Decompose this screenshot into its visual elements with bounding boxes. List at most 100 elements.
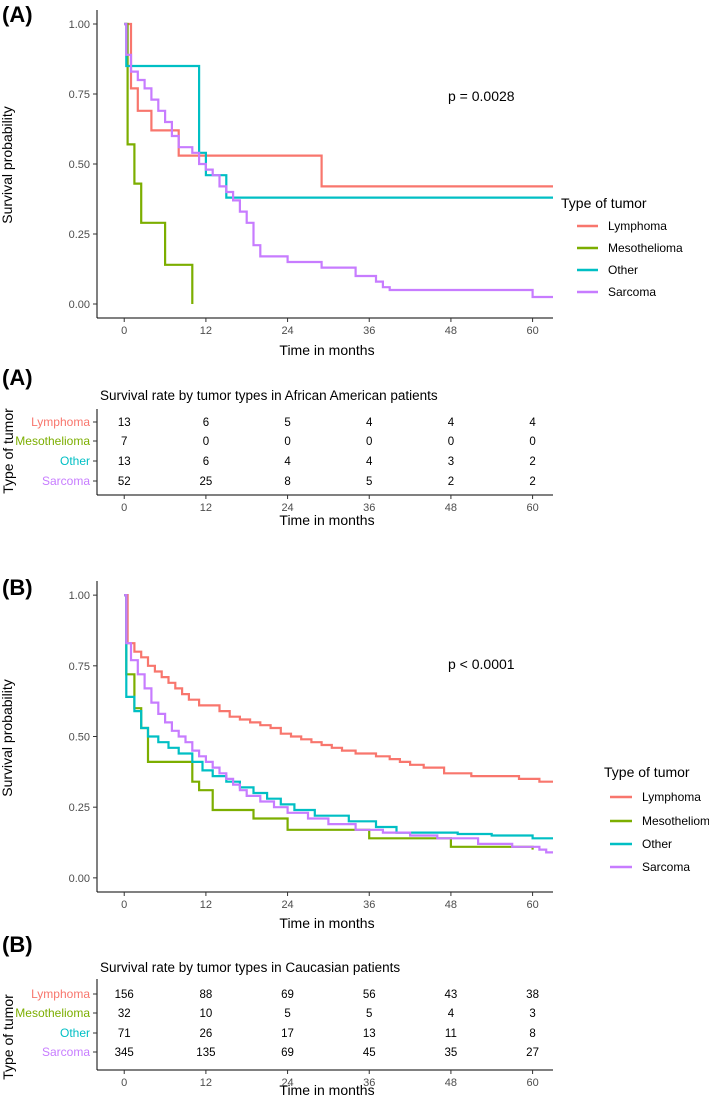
panel-b-table-cell-lymphoma: 69 — [281, 989, 294, 1001]
panel-b-table-y-axis-title: Type of tumor — [0, 994, 16, 1080]
panel-a-table-cell-sarcoma: 2 — [448, 476, 454, 488]
panel-b-table-cell-other: 17 — [281, 1028, 294, 1040]
panel-b-y-tick-label: 0.75 — [69, 661, 90, 673]
panel-b-curve-mesothelioma — [124, 594, 534, 850]
panel-b-legend-label-lymphoma: Lymphoma — [642, 790, 701, 804]
panel-a-table-x-tick-label: 0 — [121, 502, 127, 514]
panel-a-p-value: p = 0.0028 — [448, 88, 515, 104]
panel-b-table-cell-other: 13 — [363, 1028, 376, 1040]
panel-b-table-cell-sarcoma: 27 — [526, 1047, 539, 1059]
panel-b-curve-other — [124, 594, 553, 840]
panel-b-y-tick-label: 1.00 — [69, 590, 90, 602]
panel-a-table-y-axis-title: Type of tumor — [0, 408, 16, 494]
panel-a-curve-sarcoma — [124, 22, 553, 299]
panel-a-legend-label-mesothelioma: Mesothelioma — [608, 241, 683, 255]
panel-b-table-row-label-other: Other — [60, 1026, 90, 1040]
panel-a-table-cell-mesothelioma: 0 — [366, 436, 372, 448]
panel-a-table-row-label-other: Other — [60, 454, 90, 468]
panel-a-table-cell-mesothelioma: 0 — [284, 436, 290, 448]
panel-a-table-x-tick-label: 60 — [526, 502, 538, 514]
panel-a-y-tick-label: 0.75 — [69, 89, 90, 101]
panel-a-curve-lymphoma — [124, 22, 553, 188]
panel-a-table-cell-other: 4 — [284, 456, 291, 468]
panel-b-table-x-tick-label: 48 — [445, 1077, 457, 1089]
panel-b-x-tick-label: 60 — [526, 899, 538, 911]
panel-a-table-x-tick-label: 48 — [445, 502, 457, 514]
panel-b-table-x-tick-label: 12 — [200, 1077, 212, 1089]
panel-b-table-cell-other: 11 — [445, 1028, 457, 1040]
panel-b-table-cell-mesothelioma: 5 — [366, 1008, 372, 1020]
panel-b-x-tick-label: 48 — [445, 899, 457, 911]
panel-a-x-tick-label: 24 — [281, 325, 293, 337]
panel-a-legend-label-other: Other — [608, 263, 638, 277]
panel-b-legend: Type of tumor Lymphoma Mesothelioma Othe… — [604, 764, 709, 874]
panel-b-risk-table: (B) Survival rate by tumor types in Cauc… — [0, 932, 553, 1098]
panel-b-p-value: p < 0.0001 — [448, 656, 515, 672]
panel-a-table-cell-other: 4 — [366, 456, 373, 468]
panel-a-curve-mesothelioma — [124, 22, 194, 304]
panel-b-table-cell-mesothelioma: 3 — [529, 1008, 535, 1020]
panel-a-y-tick-label: 1.00 — [69, 19, 90, 31]
panel-a-table-cell-sarcoma: 25 — [199, 476, 212, 488]
panel-b-table-x-tick-label: 0 — [121, 1077, 127, 1089]
panel-a-table-cell-sarcoma: 52 — [118, 476, 131, 488]
panel-a-x-tick-label: 0 — [121, 325, 127, 337]
panel-a-table-x-axis-title: Time in months — [279, 512, 374, 528]
panel-a-table-cell-lymphoma: 13 — [118, 417, 131, 429]
panel-a-table-cell-sarcoma: 2 — [529, 476, 535, 488]
panel-a-table-x-tick-label: 12 — [200, 502, 212, 514]
panel-b-table-cell-other: 26 — [199, 1028, 212, 1040]
panel-b-table-cell-mesothelioma: 4 — [448, 1008, 455, 1020]
panel-b-table-cell-sarcoma: 69 — [281, 1047, 294, 1059]
panel-b-table-cell-sarcoma: 135 — [196, 1047, 215, 1059]
panel-a-table-label: (A) — [2, 365, 33, 390]
panel-a-x-tick-label: 12 — [200, 325, 212, 337]
panel-b-legend-label-sarcoma: Sarcoma — [642, 860, 690, 874]
panel-a-curve-other — [124, 22, 553, 199]
panel-b-legend-label-other: Other — [642, 837, 672, 851]
panel-a-table-cell-other: 6 — [203, 456, 209, 468]
panel-a-table-row-label-mesothelioma: Mesothelioma — [15, 434, 90, 448]
panel-b-curve-lymphoma — [124, 594, 553, 783]
panel-b-legend-item-sarcoma: Sarcoma — [610, 860, 690, 874]
panel-a-table-cell-lymphoma: 4 — [448, 417, 455, 429]
panel-b-table-cell-mesothelioma: 32 — [118, 1008, 131, 1020]
panel-a-legend-item-mesothelioma: Mesothelioma — [577, 241, 683, 255]
panel-a-legend-item-other: Other — [577, 263, 638, 277]
panel-a-x-axis-title: Time in months — [279, 342, 374, 358]
panel-b-y-tick-label: 0.00 — [69, 873, 90, 885]
panel-b-y-tick-label: 0.50 — [69, 732, 90, 744]
panel-b-table-label: (B) — [2, 932, 33, 957]
panel-a-table-cell-mesothelioma: 0 — [448, 436, 454, 448]
panel-a-table-cell-mesothelioma: 0 — [529, 436, 535, 448]
panel-a-legend-label-sarcoma: Sarcoma — [608, 285, 656, 299]
panel-a-risk-table: (A) Survival rate by tumor types in Afri… — [0, 365, 553, 528]
panel-a-y-axis-title: Survival probability — [0, 106, 15, 224]
panel-a-table-cell-sarcoma: 5 — [366, 476, 372, 488]
panel-b-table-x-tick-label: 36 — [363, 1077, 375, 1089]
panel-a-table-cell-lymphoma: 4 — [366, 417, 373, 429]
panel-b-table-cell-sarcoma: 35 — [445, 1047, 458, 1059]
panel-a-y-tick-label: 0.50 — [69, 159, 90, 171]
panel-b-x-tick-label: 0 — [121, 899, 127, 911]
panel-a-table-cell-lymphoma: 5 — [284, 417, 290, 429]
panel-b-table-x-tick-label: 24 — [281, 1077, 293, 1089]
panel-a-table-cell-other: 13 — [118, 456, 131, 468]
panel-b-y-axis-title: Survival probability — [0, 679, 15, 797]
panel-b-curve-sarcoma — [124, 594, 553, 854]
panel-b-table-cell-lymphoma: 156 — [115, 989, 134, 1001]
panel-a-table-cell-mesothelioma: 7 — [121, 436, 127, 448]
panel-a-y-tick-label: 0.25 — [69, 229, 90, 241]
panel-b-table-title: Survival rate by tumor types in Caucasia… — [100, 960, 400, 975]
panel-b-x-tick-label: 24 — [281, 899, 293, 911]
panel-b-y-tick-label: 0.25 — [69, 802, 90, 814]
panel-a-legend-item-lymphoma: Lymphoma — [577, 219, 667, 233]
panel-b-table-cell-lymphoma: 56 — [363, 989, 376, 1001]
panel-b-label: (B) — [2, 575, 33, 600]
panel-b-table-cell-mesothelioma: 10 — [199, 1008, 212, 1020]
panel-a-table-cell-other: 2 — [529, 456, 535, 468]
panel-b-x-axis-title: Time in months — [279, 915, 374, 931]
panel-b-legend-item-other: Other — [610, 837, 672, 851]
panel-a-table-cell-lymphoma: 4 — [529, 417, 536, 429]
panel-a-table-cell-other: 3 — [448, 456, 454, 468]
